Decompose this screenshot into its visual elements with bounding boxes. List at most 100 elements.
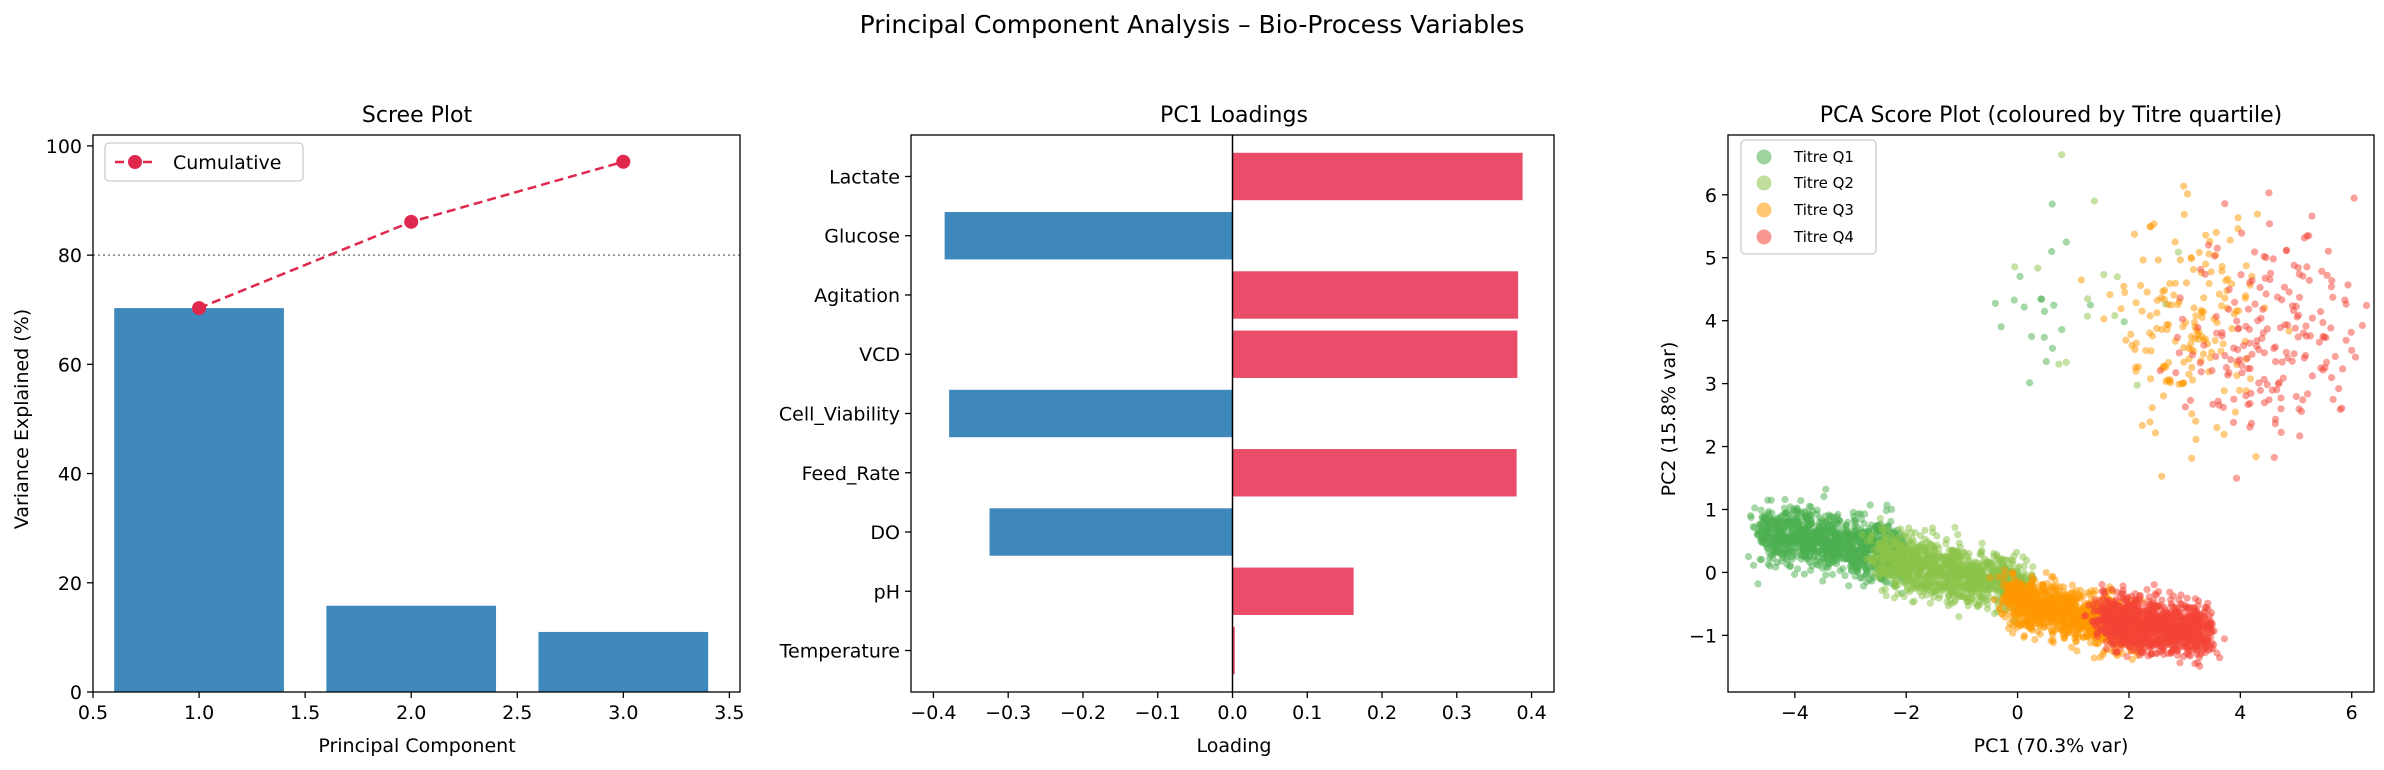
score-point (2069, 618, 2077, 626)
score-point (1851, 554, 1859, 562)
score-point (1834, 510, 1842, 518)
score-point (1882, 507, 1890, 515)
score-point (1887, 570, 1895, 578)
score-point (2202, 260, 2210, 268)
score-point (2048, 247, 2056, 256)
score-point (2026, 599, 2034, 607)
score-point (1918, 592, 1926, 600)
score-point (1968, 595, 1976, 603)
score-point (1876, 514, 1884, 523)
score-point (1891, 537, 1899, 545)
score-point (1866, 501, 1874, 509)
score-point (1959, 590, 1967, 599)
score-point (1766, 562, 1774, 570)
score-point (1797, 497, 1805, 505)
score-point (1910, 538, 1918, 546)
loadings-category-label: Temperature (779, 641, 900, 663)
score-point (2171, 238, 2179, 246)
score-point (2253, 210, 2261, 218)
score-point (2117, 305, 2125, 313)
score-point (2068, 602, 2076, 611)
score-point (2137, 281, 2145, 290)
score-point (2242, 262, 2250, 270)
score-point (1786, 563, 1794, 571)
scree-xtick-label: 3.5 (714, 702, 744, 724)
score-point (1915, 565, 1923, 573)
score-point (2042, 357, 2050, 366)
loading-bar-cell-viability (949, 389, 1233, 438)
score-point (2120, 282, 2128, 290)
score-point (2058, 151, 2066, 159)
score-point (2192, 312, 2200, 320)
score-point (1883, 501, 1891, 509)
score-point (1775, 536, 1783, 544)
score-point (1767, 533, 1775, 541)
score-point (1783, 555, 1791, 564)
score-point (1946, 553, 1954, 561)
loadings-xtick-label: −0.3 (985, 702, 1031, 724)
score-point (1761, 515, 1769, 524)
score-point (2073, 586, 2081, 595)
score-point (1950, 582, 1958, 590)
score-point (2077, 276, 2085, 284)
cumulative-point-pc3 (616, 154, 631, 169)
score-point (2146, 223, 2154, 231)
score-point (1894, 561, 1903, 569)
score-point (2151, 590, 2159, 598)
scatter-series-titre-q3 (1986, 182, 2293, 664)
score-point (2020, 303, 2028, 311)
score-point (1943, 560, 1951, 568)
score-point (2212, 228, 2220, 236)
score-point (2148, 404, 2156, 412)
scree-ytick-label: 100 (46, 136, 82, 158)
score-point (2000, 566, 2008, 574)
score-point (2061, 598, 2069, 606)
score-point (2038, 612, 2046, 620)
cumulative-legend-marker (128, 155, 142, 169)
score-point (2001, 571, 2009, 580)
score-point (2058, 326, 2066, 334)
score-point (1847, 531, 1855, 539)
score-point (1773, 558, 1781, 567)
score-point (2119, 582, 2127, 590)
score-point (1987, 580, 1996, 588)
score-point (1899, 542, 1907, 550)
score-point (1819, 577, 1827, 585)
score-point (2216, 654, 2224, 662)
score-point (1881, 585, 1889, 593)
score-point (2220, 430, 2228, 438)
score-point (1968, 575, 1976, 583)
score-point (1898, 555, 1906, 564)
score-point (1799, 532, 1807, 540)
score-point (2127, 330, 2135, 338)
score-point (2187, 254, 2195, 263)
score-point (2121, 288, 2129, 297)
score-point (1834, 539, 1842, 547)
score-point (2190, 304, 2198, 312)
score-point (1895, 567, 1904, 575)
score-point (1900, 592, 1908, 601)
score-point (2150, 581, 2158, 589)
loadings-xtick-label: −0.4 (910, 702, 956, 724)
score-point (1778, 518, 1786, 526)
score-point (1929, 578, 1937, 586)
score-point (2064, 611, 2072, 619)
score-point (2026, 379, 2034, 387)
loading-bar-glucose (944, 212, 1233, 260)
score-point (1862, 570, 1870, 579)
score-point (2123, 653, 2131, 661)
scree-ytick-label: 20 (58, 573, 82, 595)
score-point (2174, 248, 2182, 256)
score-point (2138, 307, 2146, 315)
score-point (1764, 496, 1772, 504)
score-point (2194, 335, 2203, 343)
score-point (2037, 295, 2045, 303)
score-point (1990, 596, 1998, 604)
score-point (1911, 584, 1919, 592)
score-point (1758, 556, 1766, 564)
score-point (1771, 548, 1779, 556)
loadings-xtick-label: 0.0 (1217, 702, 1247, 724)
score-point (2062, 238, 2070, 246)
score-point (2043, 602, 2051, 610)
